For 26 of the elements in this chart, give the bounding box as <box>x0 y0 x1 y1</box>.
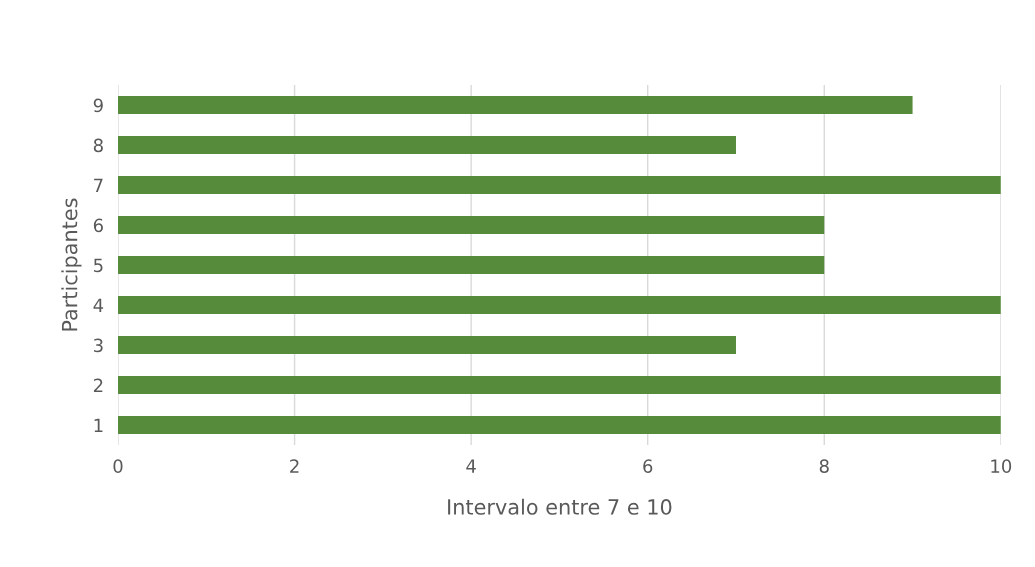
y-tick-label: 6 <box>93 218 103 233</box>
y-axis-title: Participantes <box>61 198 82 331</box>
y-tick-label: 5 <box>94 258 103 273</box>
x-tick-label: 10 <box>991 459 1012 473</box>
bar <box>117 336 736 355</box>
y-tick-label: 1 <box>94 418 103 432</box>
y-tick-label: 7 <box>94 178 103 192</box>
bar <box>117 376 1001 395</box>
x-tick-label: 4 <box>466 459 476 473</box>
x-axis-title: Intervalo entre 7 e 10 <box>448 498 672 515</box>
y-tick-label: 2 <box>93 378 103 392</box>
x-tick-label: 2 <box>290 459 299 473</box>
bar <box>117 416 1001 435</box>
y-tick-label: 8 <box>93 138 103 153</box>
y-tick-label: 4 <box>93 298 104 312</box>
bar <box>117 216 825 235</box>
bar <box>117 296 1001 315</box>
bar <box>117 256 825 275</box>
bar <box>117 176 1001 195</box>
x-tick-label: 6 <box>643 459 653 473</box>
x-tick-label: 8 <box>819 459 829 473</box>
y-tick-label: 9 <box>93 98 103 113</box>
bar <box>117 136 736 155</box>
y-tick-label: 3 <box>93 338 103 353</box>
x-tick-label: 0 <box>113 459 123 473</box>
bar <box>117 96 913 115</box>
